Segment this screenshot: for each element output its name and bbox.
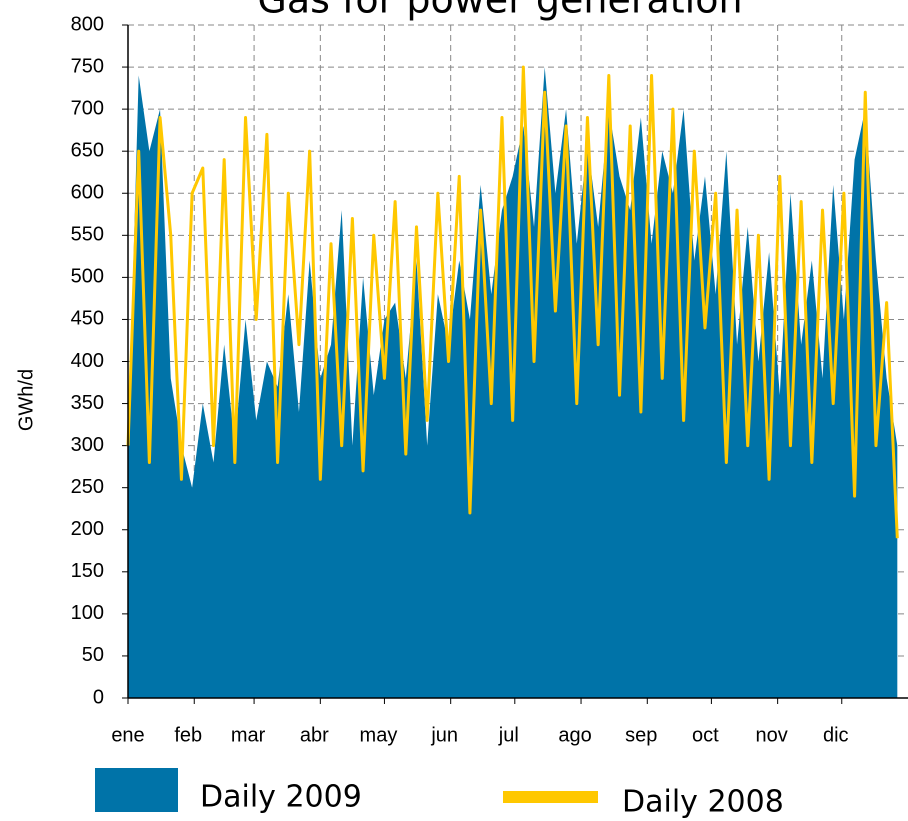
y-tick-label: 50 <box>82 644 104 666</box>
chart-title: Gas for power generation <box>257 0 742 22</box>
legend-label: Daily 2008 <box>622 785 784 820</box>
x-tick-label: feb <box>174 724 202 746</box>
y-tick-label: 600 <box>71 182 104 204</box>
y-tick-label: 700 <box>71 97 104 119</box>
x-tick-label: sep <box>625 724 657 746</box>
x-tick-label: nov <box>756 724 788 746</box>
x-tick-label: oct <box>692 724 719 746</box>
x-tick-label: mar <box>231 724 266 746</box>
y-tick-label: 0 <box>93 686 104 708</box>
y-tick-label: 200 <box>71 518 104 540</box>
y-tick-label: 400 <box>71 350 104 372</box>
line-series <box>126 65 899 539</box>
y-tick-label: 750 <box>71 55 104 77</box>
x-tick-label: may <box>360 724 398 746</box>
y-axis-label: GWh/d <box>15 369 37 431</box>
y-tick-label: 450 <box>71 308 104 330</box>
y-tick-label: 100 <box>71 602 104 624</box>
y-tick-label: 500 <box>71 266 104 288</box>
legend-swatch <box>95 768 178 812</box>
y-tick-label: 300 <box>71 434 104 456</box>
legend-label: Daily 2009 <box>200 780 362 815</box>
y-tick-label: 550 <box>71 224 104 246</box>
y-tick-label: 650 <box>71 139 104 161</box>
y-tick-label: 350 <box>71 392 104 414</box>
y-tick-label: 800 <box>71 13 104 35</box>
y-tick-label: 150 <box>71 560 104 582</box>
x-tick-label: ene <box>111 724 144 746</box>
x-tick-label: dic <box>823 724 849 746</box>
x-tick-label: jun <box>430 724 458 746</box>
x-tick-label: ago <box>558 724 591 746</box>
x-tick-label: jul <box>498 724 519 746</box>
x-tick-label: abr <box>300 724 329 746</box>
y-tick-label: 250 <box>71 476 104 498</box>
